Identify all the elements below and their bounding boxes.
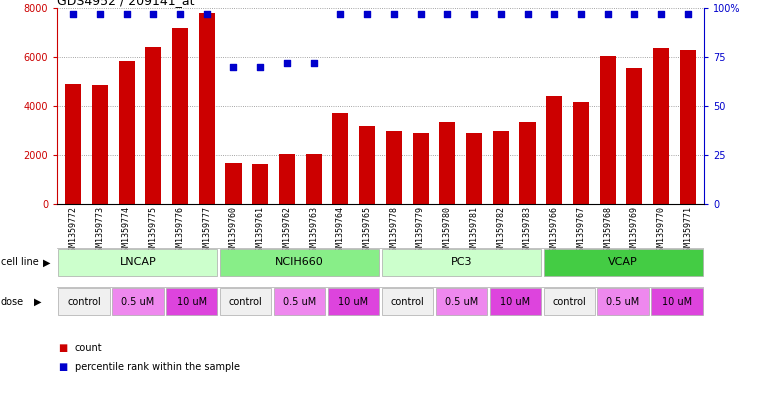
- Bar: [65, 84, 81, 204]
- Bar: [252, 164, 268, 204]
- Text: NCIH660: NCIH660: [275, 257, 324, 267]
- Bar: [386, 130, 402, 204]
- Point: [655, 11, 667, 17]
- Bar: [333, 114, 349, 204]
- Point: [629, 11, 641, 17]
- Point: [415, 11, 427, 17]
- Bar: [573, 103, 589, 204]
- Bar: [220, 249, 379, 275]
- Point: [361, 11, 373, 17]
- Point: [254, 64, 266, 70]
- Text: 0.5 uM: 0.5 uM: [444, 297, 478, 307]
- Text: 10 uM: 10 uM: [500, 297, 530, 307]
- Bar: [172, 28, 188, 204]
- Bar: [597, 288, 648, 315]
- Point: [94, 11, 106, 17]
- Text: PC3: PC3: [451, 257, 472, 267]
- Bar: [59, 288, 110, 315]
- Bar: [412, 133, 428, 204]
- Text: ▶: ▶: [33, 297, 41, 307]
- Text: 10 uM: 10 uM: [339, 297, 368, 307]
- Bar: [466, 133, 482, 204]
- Bar: [600, 56, 616, 204]
- Bar: [328, 288, 379, 315]
- Bar: [493, 130, 509, 204]
- Bar: [119, 61, 135, 204]
- Bar: [543, 249, 702, 275]
- Point: [575, 11, 587, 17]
- Point: [174, 11, 186, 17]
- Text: ■: ■: [59, 343, 68, 353]
- Point: [682, 11, 694, 17]
- Point: [281, 60, 293, 66]
- Bar: [113, 288, 164, 315]
- Bar: [359, 126, 375, 204]
- Point: [441, 11, 454, 17]
- Bar: [220, 288, 272, 315]
- Bar: [520, 122, 536, 204]
- Point: [228, 64, 240, 70]
- Bar: [546, 96, 562, 204]
- Text: 0.5 uM: 0.5 uM: [121, 297, 154, 307]
- Point: [388, 11, 400, 17]
- Text: control: control: [552, 297, 586, 307]
- Bar: [92, 85, 108, 204]
- Bar: [489, 288, 541, 315]
- Text: 10 uM: 10 uM: [662, 297, 692, 307]
- Bar: [382, 288, 433, 315]
- Bar: [145, 47, 161, 204]
- Text: ■: ■: [59, 362, 68, 373]
- Text: count: count: [75, 343, 102, 353]
- Bar: [436, 288, 487, 315]
- Bar: [274, 288, 325, 315]
- Text: cell line: cell line: [1, 257, 39, 267]
- Point: [334, 11, 346, 17]
- Point: [602, 11, 614, 17]
- Bar: [651, 288, 702, 315]
- Point: [307, 60, 320, 66]
- Text: ▶: ▶: [43, 257, 50, 267]
- Bar: [59, 249, 218, 275]
- Bar: [653, 48, 669, 204]
- Bar: [439, 122, 455, 204]
- Text: control: control: [390, 297, 425, 307]
- Point: [495, 11, 507, 17]
- Bar: [225, 163, 241, 204]
- Text: control: control: [229, 297, 263, 307]
- Point: [201, 11, 213, 17]
- Bar: [626, 68, 642, 204]
- Point: [67, 11, 79, 17]
- Point: [468, 11, 480, 17]
- Bar: [166, 288, 218, 315]
- Bar: [543, 288, 595, 315]
- Point: [521, 11, 533, 17]
- Text: control: control: [67, 297, 101, 307]
- Bar: [306, 154, 322, 204]
- Text: LNCAP: LNCAP: [119, 257, 156, 267]
- Text: dose: dose: [1, 297, 24, 307]
- Text: GDS4952 / 209141_at: GDS4952 / 209141_at: [57, 0, 195, 7]
- Text: 0.5 uM: 0.5 uM: [283, 297, 317, 307]
- Text: 10 uM: 10 uM: [177, 297, 207, 307]
- Bar: [382, 249, 541, 275]
- Text: percentile rank within the sample: percentile rank within the sample: [75, 362, 240, 373]
- Bar: [199, 13, 215, 204]
- Point: [120, 11, 132, 17]
- Bar: [680, 50, 696, 204]
- Text: VCAP: VCAP: [608, 257, 638, 267]
- Point: [548, 11, 560, 17]
- Text: 0.5 uM: 0.5 uM: [607, 297, 640, 307]
- Point: [147, 11, 159, 17]
- Bar: [279, 154, 295, 204]
